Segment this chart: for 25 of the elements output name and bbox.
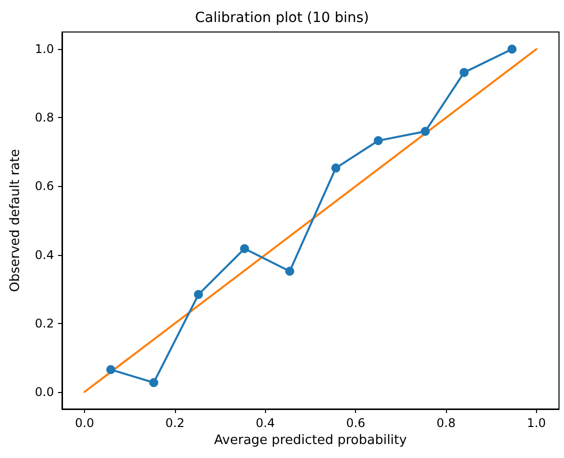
- point: [240, 244, 250, 254]
- y-tick-label: 0.6: [34, 179, 54, 194]
- x-tick-label: 0.2: [165, 416, 184, 430]
- point: [106, 365, 116, 374]
- point: [508, 44, 517, 54]
- point: [331, 164, 340, 173]
- y-tick-label: 0.4: [34, 248, 54, 262]
- y-tick-label: 0.8: [34, 110, 54, 125]
- point: [194, 290, 203, 300]
- y-tick-label: 0.2: [34, 316, 54, 330]
- y-tick-label: 1.0: [34, 42, 54, 56]
- x-tick-label: 0.0: [75, 416, 94, 430]
- point: [374, 136, 383, 146]
- y-axis-title: Observed default rate: [8, 149, 23, 292]
- point: [420, 126, 430, 136]
- point: [285, 266, 294, 276]
- point: [460, 68, 469, 77]
- x-axis-title: Average predicted probability: [214, 432, 408, 448]
- x-tick-label: 0.4: [256, 416, 275, 430]
- point: [149, 378, 158, 388]
- x-tick-label: 1.0: [526, 416, 546, 430]
- y-tick-label: 0.0: [34, 384, 54, 399]
- chart-title: Calibration plot (10 bins): [194, 10, 370, 26]
- x-tick-label: 0.8: [436, 416, 456, 430]
- x-tick-label: 0.6: [346, 416, 366, 430]
